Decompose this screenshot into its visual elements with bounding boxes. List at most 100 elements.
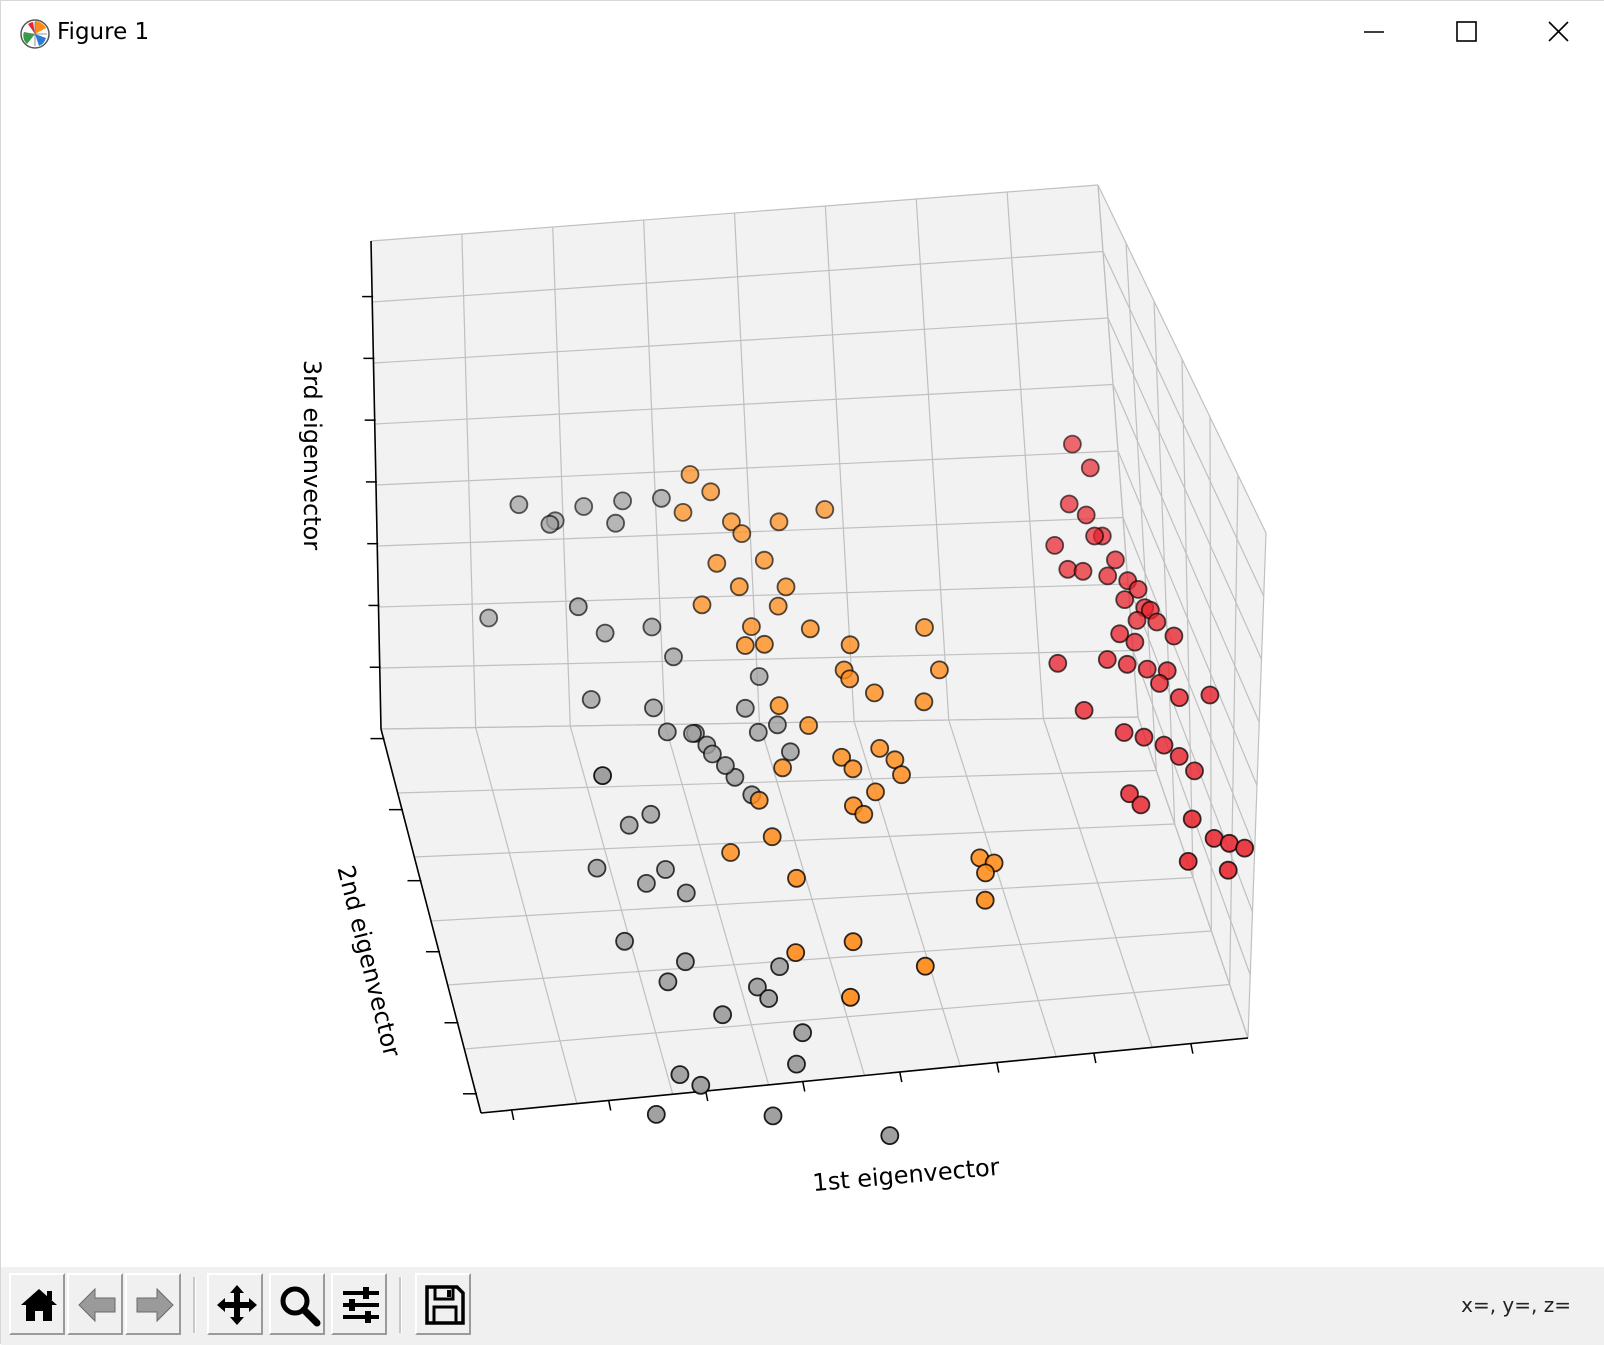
x-tick xyxy=(510,1109,515,1121)
grid-line xyxy=(374,383,1114,425)
data-point-red xyxy=(1045,535,1065,555)
grid-line xyxy=(379,649,1134,669)
right-pane xyxy=(1098,185,1266,1038)
grid-line xyxy=(1181,358,1194,878)
data-point-orange xyxy=(832,747,851,767)
data-point-orange xyxy=(786,943,806,962)
data-point-gray xyxy=(763,1106,783,1126)
data-point-gray xyxy=(703,744,722,764)
title-bar[interactable]: Figure 1 xyxy=(1,1,1604,67)
data-point-gray xyxy=(595,623,615,643)
configure-subplots-button[interactable] xyxy=(331,1273,387,1335)
maximize-button[interactable] xyxy=(1420,1,1512,67)
data-point-red xyxy=(1059,494,1079,514)
x-tick xyxy=(607,1100,612,1111)
data-point-gray xyxy=(781,742,800,762)
data-point-orange xyxy=(870,739,890,758)
data-point-red xyxy=(1058,559,1078,579)
data-point-red xyxy=(1235,838,1254,858)
data-point-orange xyxy=(769,512,789,532)
data-point-gray xyxy=(568,597,588,617)
close-button[interactable] xyxy=(1512,1,1604,67)
figure-canvas[interactable]: 1st eigenvector 2nd eigenvector 3rd eige… xyxy=(1,67,1604,1267)
data-point-red xyxy=(1147,612,1167,632)
grid-line xyxy=(1247,532,1267,1039)
window-title: Figure 1 xyxy=(57,19,150,45)
z-axis-line xyxy=(370,240,382,730)
data-point-gray xyxy=(615,931,634,951)
y-axis-line xyxy=(380,728,482,1114)
data-point-red xyxy=(1131,795,1151,815)
data-point-red xyxy=(1127,611,1147,630)
maximize-icon xyxy=(1456,21,1477,42)
floor-pane xyxy=(381,717,1248,1113)
data-point-red xyxy=(1170,688,1189,707)
data-point-orange xyxy=(915,618,934,637)
data-point-red xyxy=(1114,723,1134,742)
data-point-gray xyxy=(613,491,632,511)
x-axis-label: 1st eigenvector xyxy=(811,1153,1000,1197)
navigation-toolbar: x=, y=, z= xyxy=(1,1267,1604,1345)
data-point-gray xyxy=(735,698,755,718)
data-point-red xyxy=(1218,860,1238,880)
forward-button[interactable] xyxy=(125,1273,181,1335)
data-point-orange xyxy=(729,577,749,597)
data-point-red xyxy=(1117,654,1137,674)
pan-button[interactable] xyxy=(207,1273,263,1335)
data-point-red xyxy=(1128,580,1148,599)
grid-line xyxy=(397,769,1157,794)
magnifier-icon xyxy=(280,1286,321,1327)
tick-marks xyxy=(362,295,1194,1121)
data-point-red xyxy=(1182,809,1202,829)
data-point-orange xyxy=(843,932,863,952)
data-point-red xyxy=(1085,526,1104,546)
home-icon xyxy=(21,1289,57,1321)
data-point-gray xyxy=(656,860,675,879)
data-point-gray xyxy=(676,883,696,903)
data-point-gray xyxy=(768,715,787,735)
data-point-red xyxy=(1134,727,1154,747)
data-point-orange xyxy=(915,956,935,976)
data-point-orange xyxy=(854,804,874,824)
grid-line xyxy=(1097,184,1139,718)
data-point-orange xyxy=(800,619,820,639)
data-point-red xyxy=(1097,650,1117,669)
grid-line xyxy=(370,184,1099,242)
data-point-gray xyxy=(787,1054,806,1074)
grid-line xyxy=(464,983,1230,1050)
data-point-red xyxy=(1106,550,1125,570)
grid-line xyxy=(1153,300,1176,825)
data-point-gray xyxy=(749,667,769,686)
grid-line xyxy=(1229,474,1239,985)
data-point-orange xyxy=(843,759,863,779)
save-button[interactable] xyxy=(415,1273,471,1335)
data-point-orange xyxy=(866,782,885,802)
zoom-button[interactable] xyxy=(269,1273,325,1335)
data-point-gray xyxy=(676,952,695,972)
data-point-red xyxy=(1154,735,1174,755)
data-point-gray xyxy=(587,858,607,878)
back-button[interactable] xyxy=(67,1273,123,1335)
grid-line xyxy=(373,317,1109,364)
data-point-orange xyxy=(754,550,774,570)
data-point-orange xyxy=(840,635,860,655)
data-point-orange xyxy=(735,636,755,655)
data-point-gray xyxy=(641,804,661,824)
back-pane xyxy=(371,185,1138,729)
data-point-red xyxy=(1125,632,1145,652)
x-tick xyxy=(802,1081,806,1092)
data-point-gray xyxy=(670,1065,690,1084)
data-point-orange xyxy=(769,696,789,715)
minimize-button[interactable] xyxy=(1328,1,1420,67)
data-point-orange xyxy=(673,502,693,522)
data-point-orange xyxy=(841,987,860,1007)
x-tick xyxy=(1093,1052,1097,1064)
data-point-gray xyxy=(574,497,594,516)
data-point-orange xyxy=(749,790,769,810)
scatter-3d-plot[interactable]: 1st eigenvector 2nd eigenvector 3rd eige… xyxy=(1,67,1604,1267)
y-axis-label: 2nd eigenvector xyxy=(331,863,406,1060)
data-point-red xyxy=(1063,434,1082,454)
matplotlib-icon xyxy=(20,19,50,49)
home-button[interactable] xyxy=(9,1273,65,1335)
